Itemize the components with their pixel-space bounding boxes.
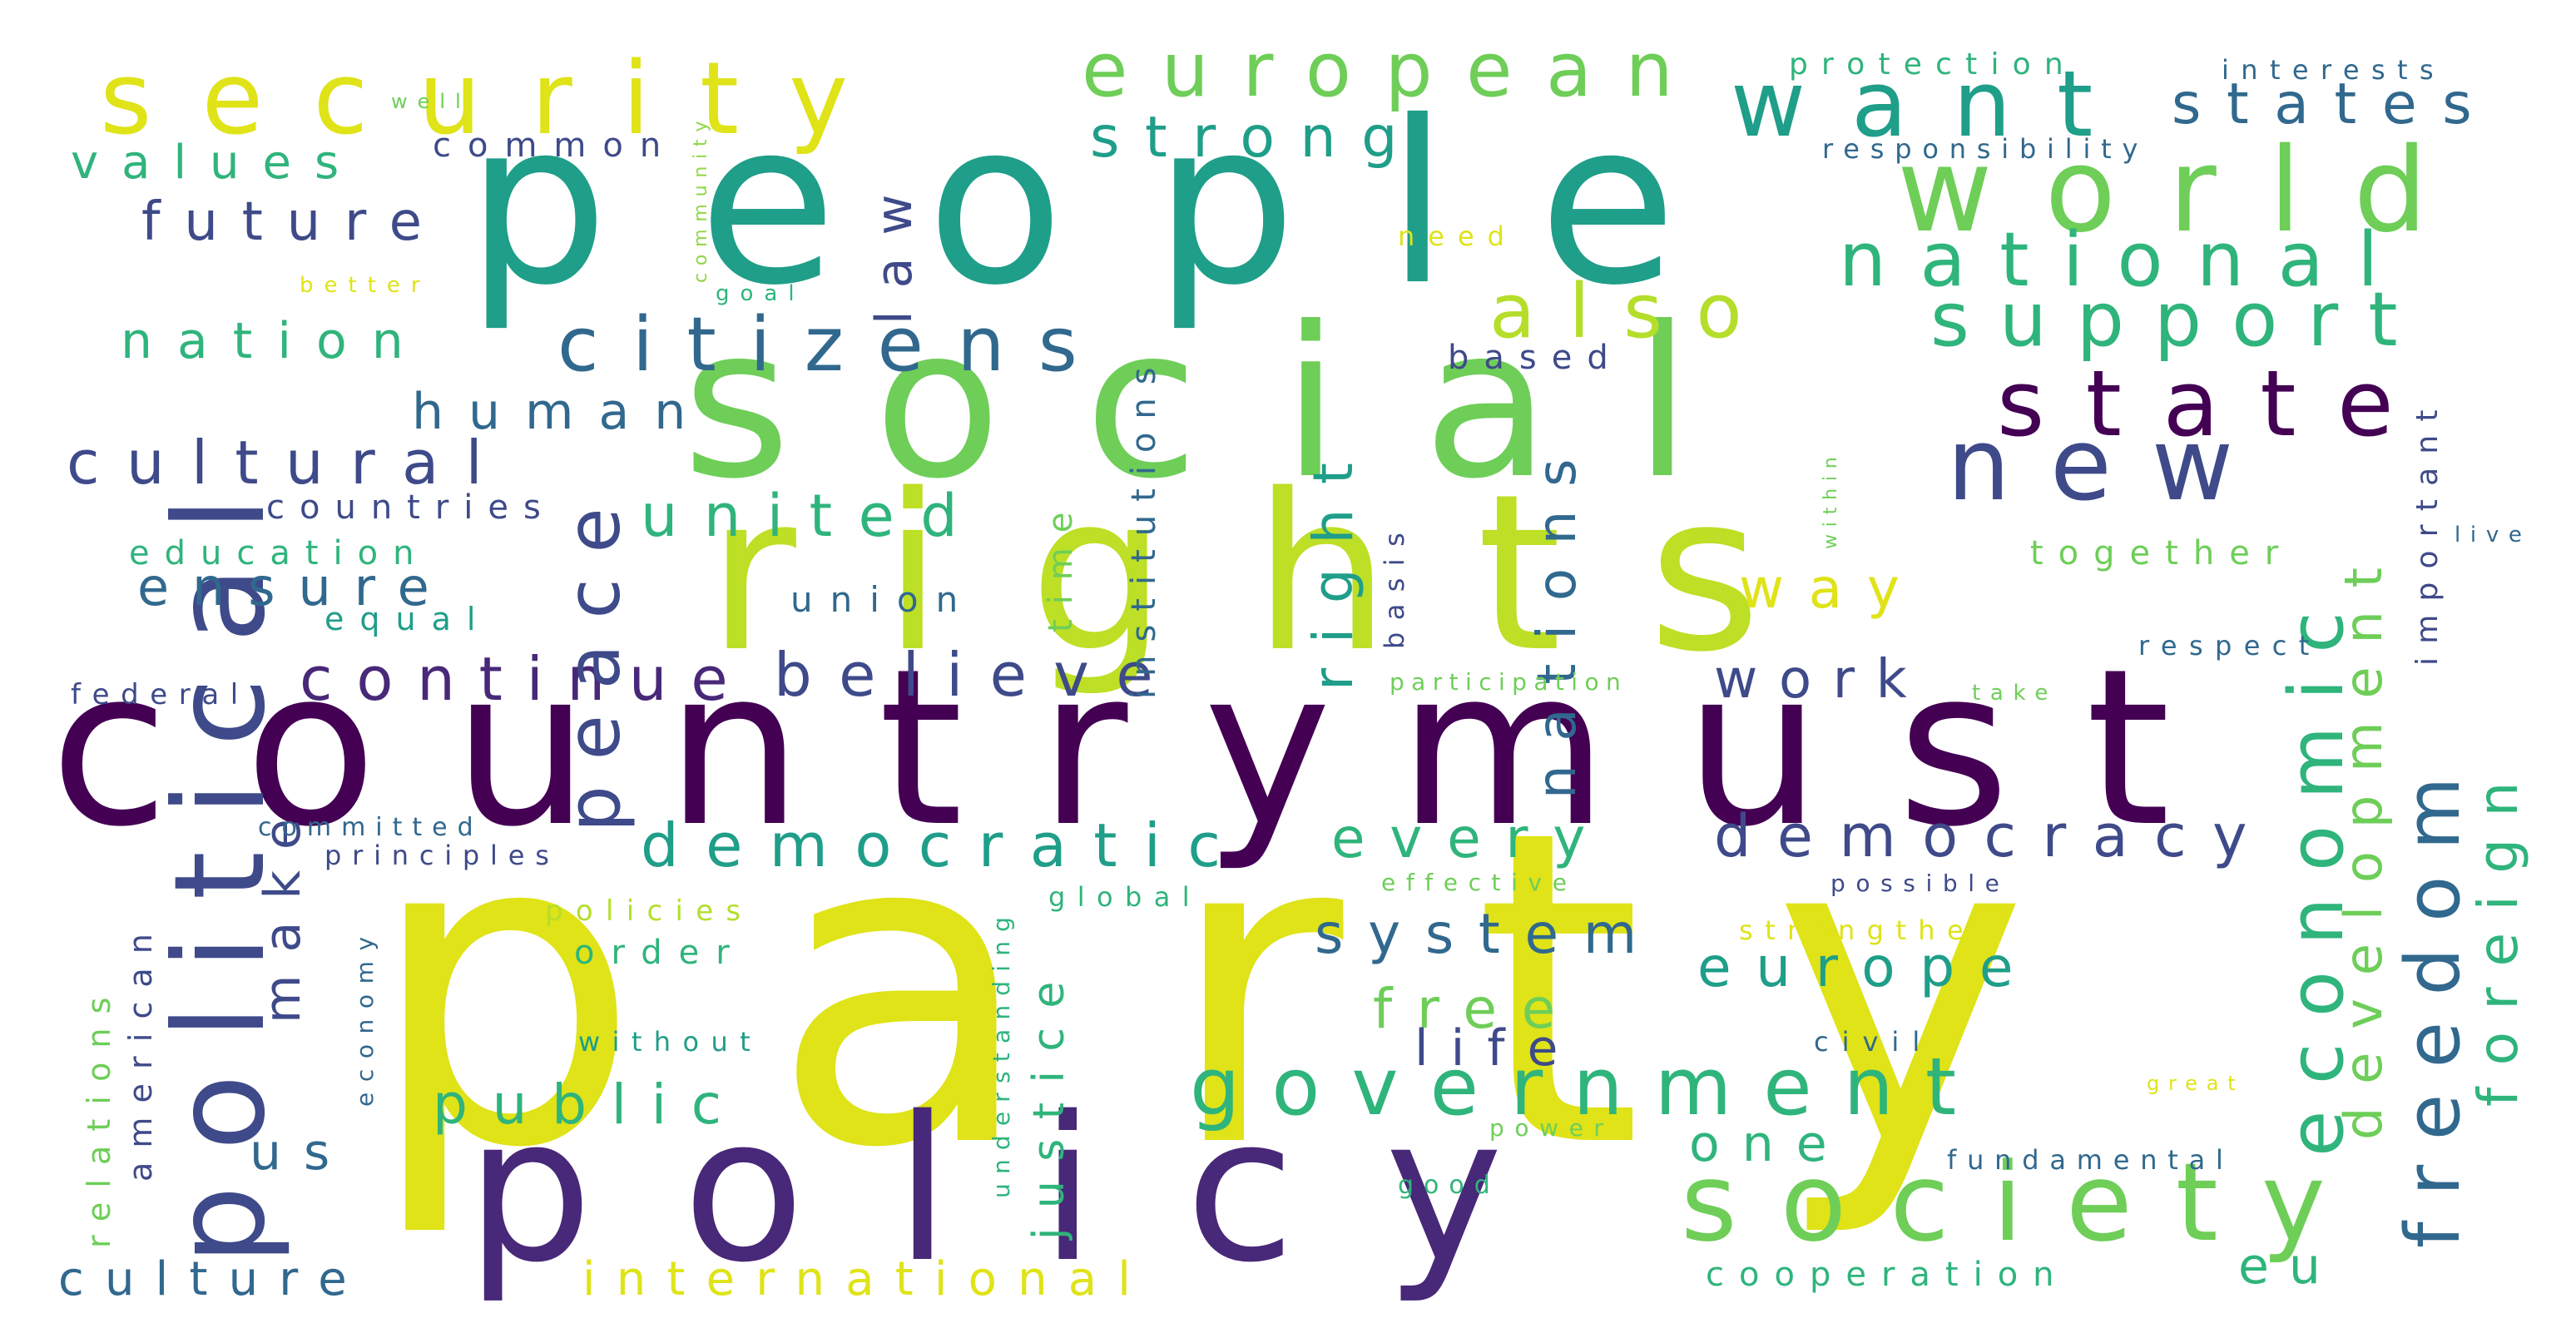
word-work: work xyxy=(1714,649,1929,711)
word-union: union xyxy=(790,579,976,620)
word-together: together xyxy=(2030,534,2294,572)
word-policies: policies xyxy=(545,894,754,928)
word-right: right xyxy=(1301,438,1365,691)
word-respect: respect xyxy=(2138,630,2321,662)
word-power: power xyxy=(1489,1114,1614,1142)
word-society: society xyxy=(1681,1139,2369,1266)
word-life: life xyxy=(1414,1019,1581,1078)
word-law: law xyxy=(865,171,924,325)
word-also: also xyxy=(1489,268,1776,355)
word-cooperation: cooperation xyxy=(1706,1256,2069,1294)
word-one: one xyxy=(1689,1115,1850,1173)
word-security: security xyxy=(100,42,899,157)
word-better: better xyxy=(300,273,431,298)
word-values: values xyxy=(71,136,363,190)
word-new: new xyxy=(1947,408,2274,523)
word-support: support xyxy=(1930,276,2428,364)
word-basis: basis xyxy=(1379,520,1410,649)
word-common: common xyxy=(433,126,678,165)
word-live: live xyxy=(2455,523,2532,548)
word-important: important xyxy=(2410,396,2445,666)
word-system: system xyxy=(1315,902,1662,966)
word-protection: protection xyxy=(1789,47,2077,82)
word-participation: participation xyxy=(1390,668,1628,696)
word-europe: europe xyxy=(1697,935,2039,999)
word-democracy: democracy xyxy=(1714,802,2274,870)
word-equal: equal xyxy=(324,601,492,637)
word-principles: principles xyxy=(324,840,560,871)
word-american: american xyxy=(122,919,159,1182)
word-want: want xyxy=(1731,51,2139,157)
word-countries: countries xyxy=(266,488,556,527)
word-cultural: cultural xyxy=(67,428,510,498)
word-institutions: institutions xyxy=(1125,354,1163,699)
word-good: good xyxy=(1398,1171,1500,1200)
word-without: without xyxy=(578,1026,763,1058)
word-interests: interests xyxy=(2222,54,2446,86)
word-committed: committed xyxy=(258,813,483,842)
word-free: free xyxy=(1373,977,1580,1041)
word-development: development xyxy=(2333,544,2394,1140)
word-us: us xyxy=(250,1123,353,1182)
word-continue: continue xyxy=(300,644,752,714)
word-effective: effective xyxy=(1381,869,1578,896)
word-states: states xyxy=(2172,72,2498,137)
word-fundamental: fundamental xyxy=(1947,1144,2234,1176)
word-ensure: ensure xyxy=(137,557,453,617)
word-civil: civil xyxy=(1814,1026,1934,1058)
word-future: future xyxy=(141,191,446,253)
word-nation: nation xyxy=(121,312,429,370)
word-strong: strong xyxy=(1090,105,1424,171)
word-people: people xyxy=(466,72,1767,334)
word-foreign: foreign xyxy=(2466,760,2530,1107)
word-understanding: understanding xyxy=(988,907,1015,1198)
word-relations: relations xyxy=(81,983,117,1249)
word-rights: rights xyxy=(707,448,1848,700)
word-order: order xyxy=(574,934,746,972)
word-nations: nations xyxy=(1527,434,1588,799)
word-responsibility: responsibility xyxy=(1822,133,2149,165)
word-world: world xyxy=(1897,123,2480,259)
word-strengthen: strengthen xyxy=(1739,914,2004,946)
word-education: education xyxy=(129,534,429,572)
word-believe: believe xyxy=(774,640,1181,710)
word-citizens: citizens xyxy=(557,301,1112,389)
word-democratic: democratic xyxy=(641,810,1248,880)
word-global: global xyxy=(1048,881,1201,913)
word-community: community xyxy=(691,113,711,283)
word-must: must xyxy=(1398,623,2247,875)
word-party: party xyxy=(366,738,2159,1242)
word-great: great xyxy=(2147,1072,2245,1095)
word-united: united xyxy=(641,482,984,550)
word-within: within xyxy=(1821,449,1841,549)
word-possible: possible xyxy=(1830,870,2010,897)
word-culture: culture xyxy=(58,1252,368,1306)
word-public: public xyxy=(433,1073,746,1137)
word-federal: federal xyxy=(71,678,250,711)
word-need: need xyxy=(1398,221,1518,252)
word-justice: justice xyxy=(1024,962,1074,1240)
word-well: well xyxy=(391,90,471,113)
word-human: human xyxy=(412,383,711,441)
word-government: government xyxy=(1190,1042,1989,1133)
word-eu: eu xyxy=(2238,1237,2341,1296)
word-economy: economy xyxy=(351,926,379,1107)
word-based: based xyxy=(1448,339,1623,377)
word-international: international xyxy=(582,1252,1152,1306)
word-time: time xyxy=(1042,497,1080,632)
word-take: take xyxy=(1972,681,2058,706)
word-policy: policy xyxy=(466,1073,1593,1306)
word-country: country xyxy=(50,623,1408,875)
word-every: every xyxy=(1331,806,1610,870)
word-freedom: freedom xyxy=(2390,751,2477,1248)
word-national: national xyxy=(1839,216,2412,304)
word-social: social xyxy=(682,282,1775,524)
word-peace: peace xyxy=(551,482,637,832)
word-state: state xyxy=(1997,350,2435,457)
word-goal: goal xyxy=(716,281,805,306)
word-way: way xyxy=(1739,557,1925,621)
word-european: european xyxy=(1082,27,1707,114)
